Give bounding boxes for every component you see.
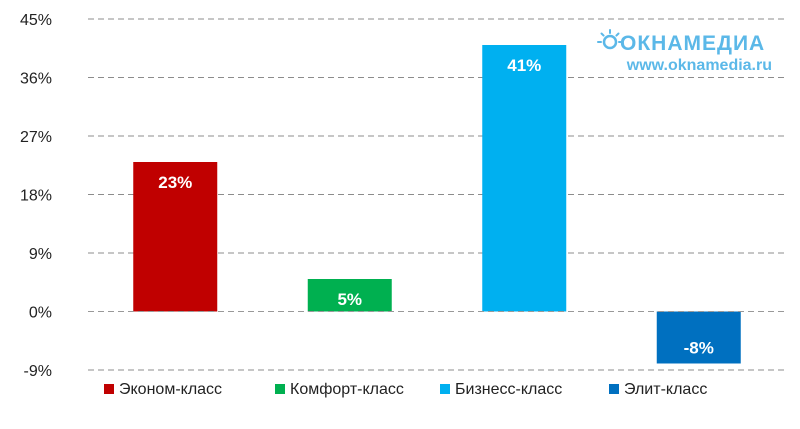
y-tick-label: -9% [24,363,52,380]
bar [133,162,218,312]
y-axis-ticks: 45% 36% 27% 18% 9% 0% -9% [20,12,52,380]
legend-swatch [275,384,285,394]
y-tick-label: 0% [29,305,52,322]
legend-swatch [104,384,114,394]
y-tick-label: 36% [20,71,52,88]
bar-data-label: 5% [337,290,362,309]
sun-logo-icon [597,29,623,50]
legend-label: Элит-класс [624,381,707,398]
bar [656,311,741,364]
legend-swatch [609,384,619,394]
y-tick-label: 9% [29,246,52,263]
bar-data-label: 41% [507,56,541,75]
watermark: ОКНАМЕДИА www.oknamedia.ru [597,29,772,74]
legend-label: Эконом-класс [119,381,222,398]
legend-swatch [440,384,450,394]
bar-data-label: -8% [684,339,714,358]
watermark-logo-text: ОКНАМЕДИА [620,32,765,55]
y-tick-label: 45% [20,12,52,29]
legend-label: Бизнесс-класс [455,381,562,398]
bars: 23% 5% 41% -8% [133,45,741,364]
bar-data-label: 23% [158,173,192,192]
bar [307,279,392,312]
gridlines [88,18,786,371]
legend-label: Комфорт-класс [290,381,404,398]
y-tick-label: 18% [20,188,52,205]
bar [482,45,567,312]
y-tick-label: 27% [20,129,52,146]
legend: Эконом-класс Комфорт-класс Бизнесс-класс Эл… [104,381,707,398]
watermark-url: www.oknamedia.ru [626,57,772,74]
